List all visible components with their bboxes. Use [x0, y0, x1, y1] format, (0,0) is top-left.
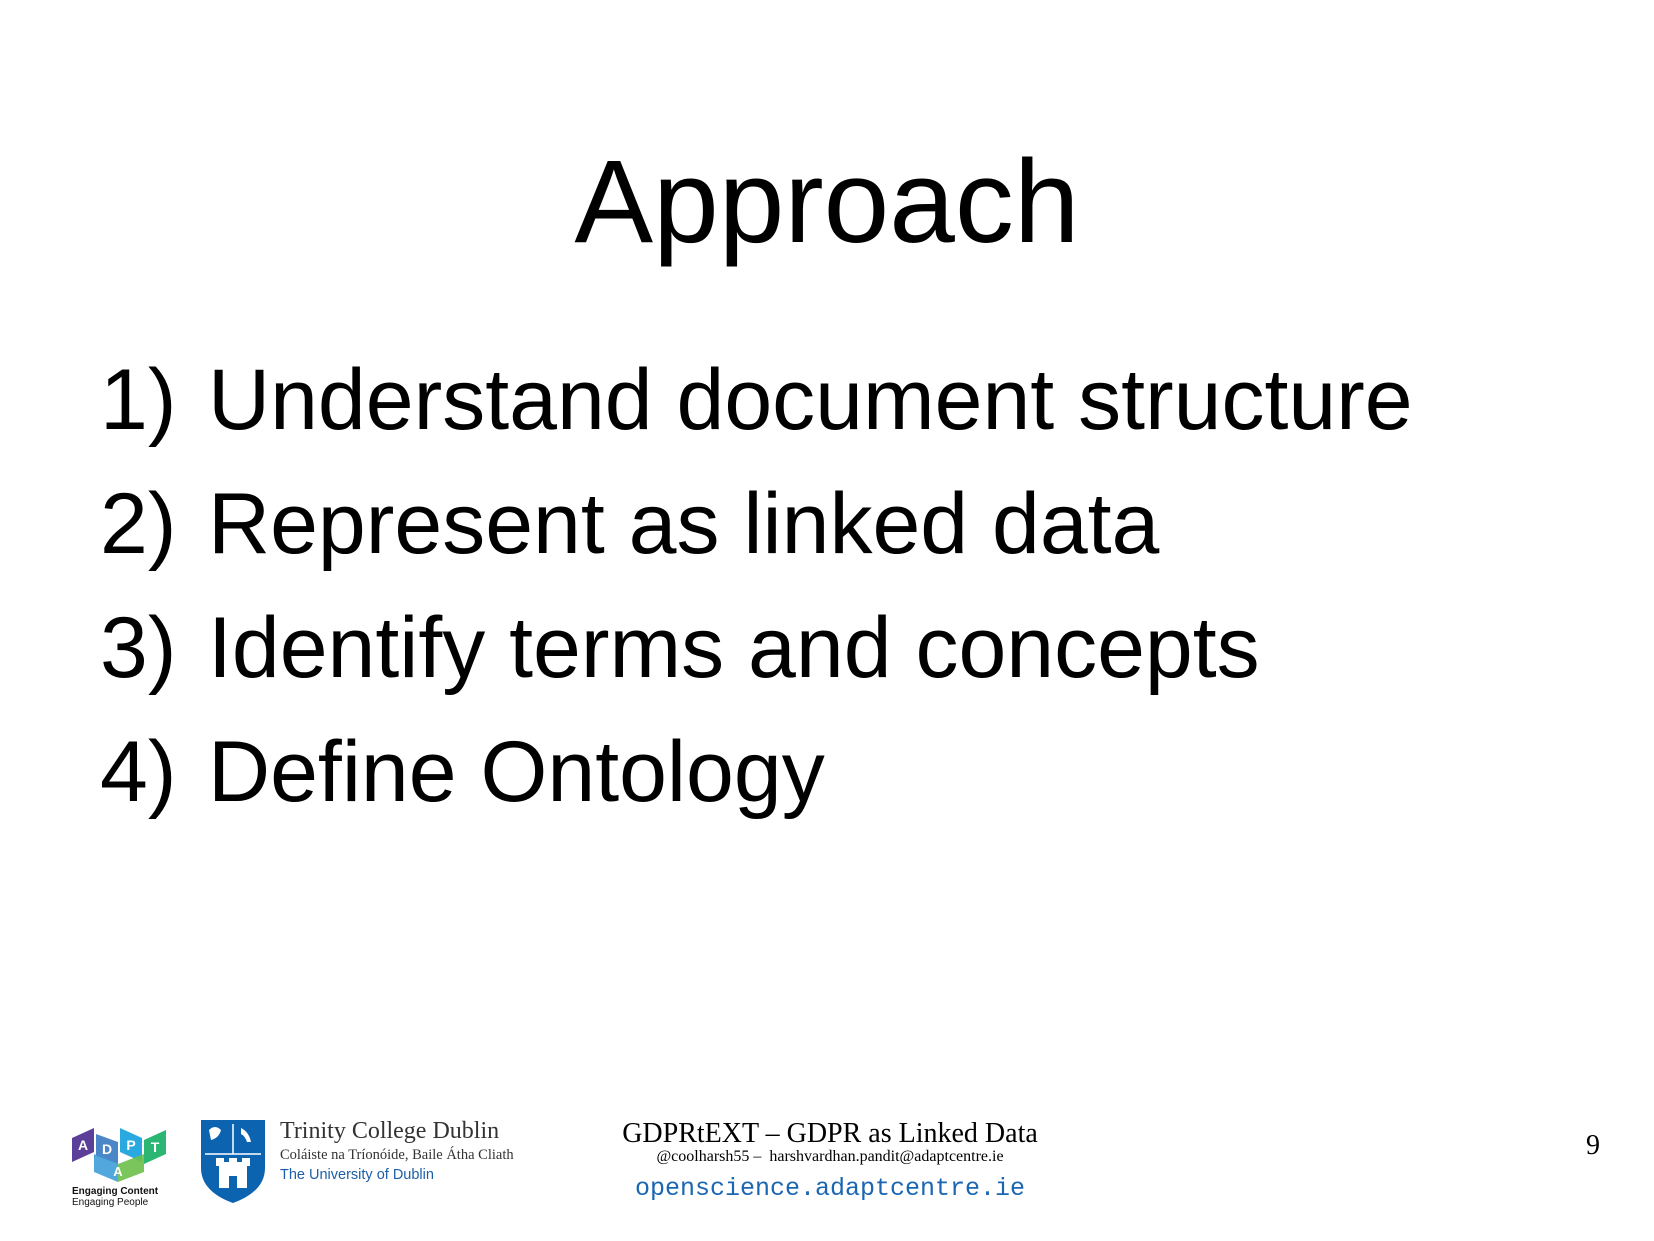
list-item-number: 2) — [100, 476, 177, 572]
tcd-shield-icon — [201, 1120, 265, 1203]
list-item-text: Identify terms and concepts — [208, 600, 1260, 696]
list-item-number: 3) — [100, 600, 177, 696]
adapt-letter: A — [113, 1164, 123, 1179]
adapt-letter: D — [102, 1141, 112, 1157]
adapt-letter: T — [151, 1139, 160, 1155]
list-item-number: 1) — [100, 352, 177, 448]
tcd-wordmark: Trinity College Dublin Coláiste na Tríon… — [280, 1117, 514, 1185]
list-item-text: Define Ontology — [208, 724, 825, 820]
adapt-tagline-regular: Engaging People — [72, 1197, 149, 1208]
list-item: 4) Define Ontology — [100, 710, 1413, 834]
slide-title: Approach — [574, 136, 1080, 268]
list-item: 3) Identify terms and concepts — [100, 586, 1413, 710]
adapt-tagline: Engaging Content Engaging People — [72, 1186, 202, 1208]
tcd-university: The University of Dublin — [280, 1167, 434, 1183]
adapt-letter: A — [78, 1137, 88, 1153]
approach-list: 1) Understand document structure 2) Repres… — [100, 338, 1413, 834]
list-item-text: Represent as linked data — [208, 476, 1160, 572]
list-item-text: Understand document structure — [208, 352, 1413, 448]
adapt-tagline-bold: Engaging Content — [72, 1186, 159, 1197]
tcd-name: Trinity College Dublin — [280, 1118, 500, 1144]
contact-line: @coolharsh55 – harshvardhan.pandit@adapt… — [656, 1148, 1004, 1165]
page-number: 9 — [1586, 1130, 1600, 1161]
list-item: 1) Understand document structure — [100, 338, 1413, 462]
adapt-logo-icon: A D P T A — [72, 1128, 166, 1182]
adapt-letter: P — [126, 1137, 135, 1153]
tcd-irish-name: Coláiste na Tríonóide, Baile Átha Cliath — [280, 1147, 514, 1163]
list-item-number: 4) — [100, 724, 177, 820]
talk-title: GDPRtEXT – GDPR as Linked Data — [622, 1118, 1038, 1149]
list-item: 2) Represent as linked data — [100, 462, 1413, 586]
website-link[interactable]: openscience.adaptcentre.ie — [634, 1174, 1026, 1203]
